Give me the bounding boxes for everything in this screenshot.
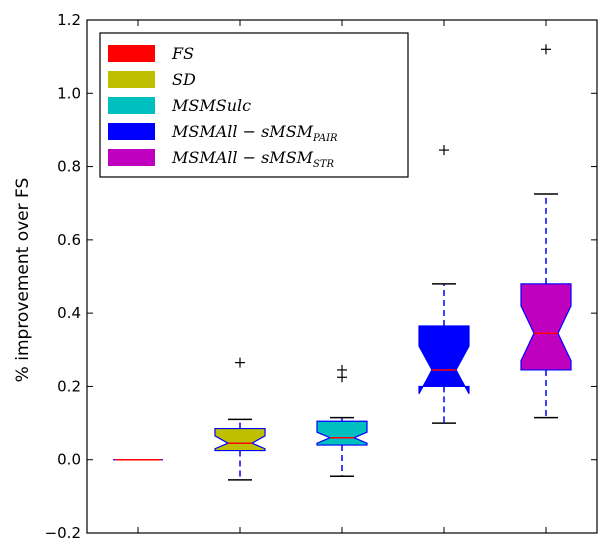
boxes — [113, 44, 572, 481]
y-ticks: −0.2 0.0 0.2 0.4 0.6 0.8 1.0 1.2 — [45, 11, 597, 542]
y-axis-label: % improvement over FS — [13, 178, 33, 383]
box-body — [418, 325, 470, 395]
y-tick-label: −0.2 — [45, 524, 81, 542]
box-group — [316, 364, 368, 477]
legend-label-base: SD — [172, 70, 196, 89]
legend-swatch — [108, 45, 155, 62]
legend-label: MSMAll − sMSMPAIR — [171, 122, 338, 144]
legend-swatch — [108, 149, 155, 166]
legend-label-subscript: STR — [313, 159, 335, 170]
legend-label: FS — [171, 44, 194, 63]
y-tick-label: 1.0 — [57, 84, 81, 102]
legend-label-base: FS — [171, 44, 194, 63]
y-tick-label: 1.2 — [57, 11, 81, 29]
plot-area-frame — [86, 19, 598, 534]
y-tick-label: 0.6 — [57, 231, 81, 249]
legend-label-base: MSMSulc — [171, 96, 251, 115]
box-group — [520, 44, 572, 419]
legend-swatch — [108, 123, 155, 140]
legend-label-subscript: PAIR — [312, 133, 338, 144]
box-group — [214, 357, 266, 481]
legend-swatch — [108, 71, 155, 88]
y-tick-label: 0.2 — [57, 377, 81, 395]
legend-swatch — [108, 97, 155, 114]
box-body — [316, 420, 368, 446]
y-tick-label: 0.8 — [57, 158, 81, 176]
y-tick-label: 0.0 — [57, 451, 81, 469]
y-tick-label: 0.4 — [57, 304, 81, 322]
box-body — [520, 283, 572, 371]
legend-label-base: MSMAll − sMSM — [171, 148, 314, 167]
legend-label: MSMAll − sMSMSTR — [171, 148, 335, 170]
legend-label: MSMSulc — [171, 96, 251, 115]
box-group — [418, 145, 470, 424]
box-body — [214, 427, 266, 452]
legend-label: SD — [172, 70, 196, 89]
legend-label-base: MSMAll − sMSM — [171, 122, 314, 141]
